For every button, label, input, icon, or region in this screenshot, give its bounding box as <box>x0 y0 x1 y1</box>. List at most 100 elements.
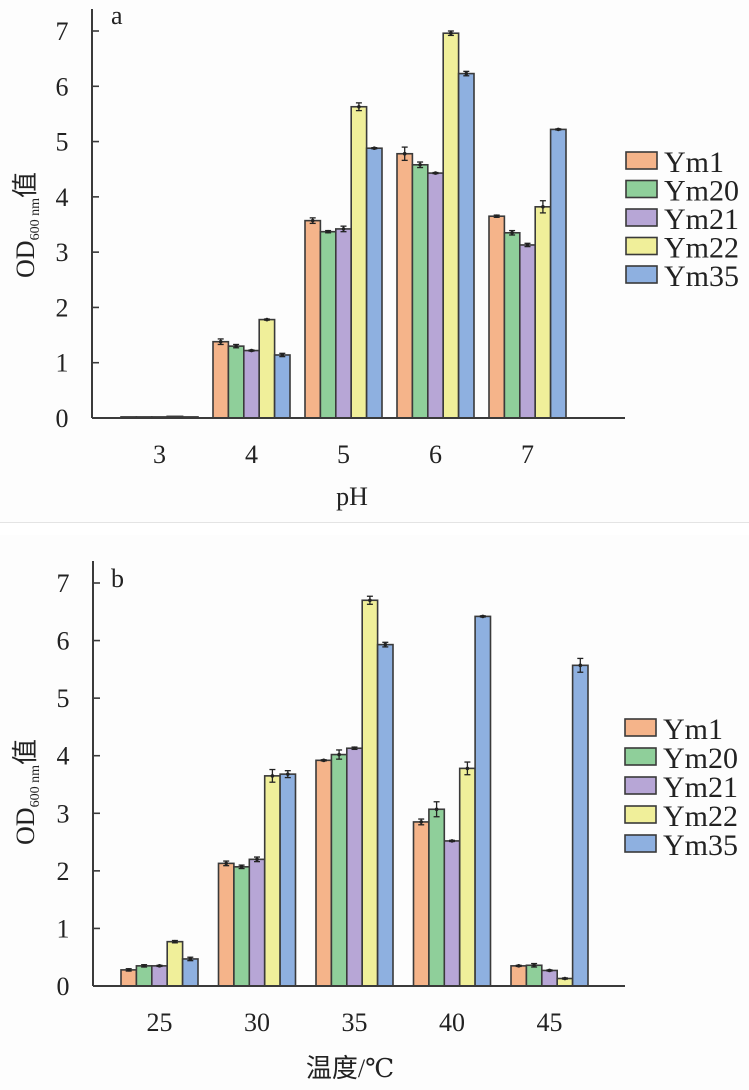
error-dot-a-ym20-5 <box>326 229 330 234</box>
legend-swatch-b-ym20 <box>624 747 657 766</box>
bar-a-ym20-5 <box>319 230 337 419</box>
error-dot-b-ym35-45 <box>578 663 583 668</box>
bar-b-ym21-40 <box>443 840 461 987</box>
legend-label-a-ym20: Ym20 <box>664 175 739 208</box>
y-tick-label-b-3: 3 <box>57 799 70 828</box>
error-dot-a-ym20-4 <box>234 344 238 348</box>
error-dot-b-ym35-25 <box>188 957 193 961</box>
bar-b-ym20-40 <box>428 808 446 987</box>
bar-a-ym20-7 <box>503 231 521 419</box>
y-tick-label-a-6: 6 <box>56 72 69 101</box>
error-dot-b-ym35-40 <box>481 614 485 619</box>
error-dot-a-ym35-4 <box>280 353 285 357</box>
x-tick-label-b-45: 45 <box>537 1008 563 1037</box>
error-dot-b-ym20-40 <box>434 807 439 812</box>
chart-a-panel-letter: a <box>111 1 123 30</box>
bar-b-ym22-35 <box>361 599 379 987</box>
error-dot-b-ym21-35 <box>352 746 357 751</box>
legend-label-a-ym1: Ym1 <box>664 146 724 179</box>
y-tick-label-a-5: 5 <box>56 128 69 157</box>
y-tick-label-b-6: 6 <box>57 627 70 656</box>
error-dot-b-ym1-35 <box>321 758 326 763</box>
error-dot-b-ym20-45 <box>532 963 536 968</box>
error-dot-a-ym35-6 <box>464 71 469 76</box>
legend-swatch-a-ym20 <box>625 179 658 199</box>
chart-a-svg: 3 4 5 6 7 0 1 2 3 4 5 6 7 a pH OD600 nm值 Ym1Ym20Ym21… <box>11 1 739 511</box>
chart-a-ylabel-sub: 600 nm <box>28 198 43 241</box>
bar-a-ym35-6 <box>457 72 475 419</box>
x-tick-label-b-35: 35 <box>342 1008 368 1037</box>
error-dot-b-ym21-45 <box>547 968 552 973</box>
chart-b-x-axis-title: 温度/℃ <box>306 1054 394 1083</box>
x-tick-label-b-30: 30 <box>244 1008 270 1037</box>
bar-b-ym35-40 <box>474 615 492 987</box>
y-tick-label-a-7: 7 <box>56 17 69 46</box>
y-tick-label-a-1: 1 <box>56 349 69 378</box>
bar-b-ym21-45 <box>540 969 558 987</box>
error-dot-a-ym22-5 <box>357 104 361 109</box>
error-dot-b-ym35-35 <box>383 642 388 647</box>
legend-label-a-ym22: Ym22 <box>664 232 739 265</box>
x-tick-label-a-4: 4 <box>245 440 258 469</box>
legend-label-a-ym21: Ym21 <box>664 203 739 236</box>
legend-swatch-a-ym35 <box>625 265 658 284</box>
x-tick-label-a-6: 6 <box>429 440 442 469</box>
error-dot-a-ym22-4 <box>265 317 269 322</box>
y-tick-label-a-2: 2 <box>56 293 69 322</box>
error-dot-a-ym1-4 <box>218 339 223 344</box>
bar-a-ym1-5 <box>304 219 322 419</box>
bar-a-ym21-7 <box>518 244 536 419</box>
legend-label-a-ym35: Ym35 <box>664 260 739 293</box>
bar-a-ym22-7 <box>534 206 552 419</box>
chart-panel-a: 3 4 5 6 7 0 1 2 3 4 5 6 7 a pH OD600 nm值 Ym1 Ym20 Ym21… <box>0 0 749 523</box>
bar-b-ym1-30 <box>217 862 235 987</box>
bar-a-ym20-6 <box>411 163 429 419</box>
bar-b-ym35-35 <box>376 643 394 987</box>
error-dot-b-ym21-30 <box>255 857 259 862</box>
legend-swatch-a-ym21 <box>625 208 658 227</box>
error-dot-a-ym22-7 <box>541 205 545 209</box>
y-tick-label-b-2: 2 <box>57 857 70 886</box>
chart-b-ylabel-main: OD <box>11 807 40 845</box>
x-tick-label-a-3: 3 <box>153 440 166 469</box>
error-dot-a-ym21-4 <box>249 348 254 353</box>
error-dot-b-ym20-30 <box>239 865 244 869</box>
legend-label-b-ym21: Ym21 <box>663 771 738 804</box>
chart-b-bars <box>120 595 589 987</box>
legend-swatch-b-ym35 <box>624 834 657 853</box>
chart-a-bars <box>120 30 567 419</box>
x-tick-label-a-7: 7 <box>521 440 534 469</box>
bar-b-ym20-25 <box>135 965 153 987</box>
error-dot-b-ym1-25 <box>126 968 131 972</box>
legend-label-b-ym20: Ym20 <box>663 742 738 775</box>
svg-text:OD600 nm值: OD600 nm值 <box>11 172 43 278</box>
bar-b-ym1-40 <box>412 821 430 987</box>
bar-a-ym22-5 <box>350 105 368 419</box>
bar-b-ym20-30 <box>233 866 251 987</box>
bar-a-ym1-7 <box>488 215 506 419</box>
legend-swatch-b-ym22 <box>624 805 657 824</box>
y-tick-label-a-4: 4 <box>56 183 69 212</box>
chart-a-y-axis-title: OD600 nm值 <box>11 172 43 278</box>
bar-b-ym20-45 <box>525 964 543 987</box>
error-dot-a-ym35-5 <box>372 146 377 151</box>
chart-a-ylabel-main: OD <box>11 240 40 278</box>
bar-a-ym1-6 <box>396 152 414 419</box>
bar-a-ym35-4 <box>273 354 291 419</box>
x-tick-label-b-25: 25 <box>147 1008 173 1037</box>
error-dot-b-ym1-40 <box>419 820 424 824</box>
error-dot-a-ym1-7 <box>494 214 499 219</box>
error-dot-a-ym21-5 <box>341 227 346 231</box>
bar-b-ym1-35 <box>315 759 333 987</box>
chart-a-axes: 3 4 5 6 7 0 1 2 3 4 5 6 7 <box>56 9 625 469</box>
legend-swatch-b-ym21 <box>624 776 657 795</box>
error-dot-b-ym22-40 <box>465 766 470 771</box>
error-dot-a-ym21-7 <box>525 243 530 247</box>
chart-panel-b: 25 30 35 40 45 0 1 2 3 4 5 6 7 b 温度/℃ OD600 nm值 Ym1 Y… <box>0 535 749 1090</box>
x-tick-label-b-40: 40 <box>439 1008 465 1037</box>
y-tick-label-a-3: 3 <box>56 238 69 267</box>
y-tick-label-a-0: 0 <box>56 404 69 433</box>
